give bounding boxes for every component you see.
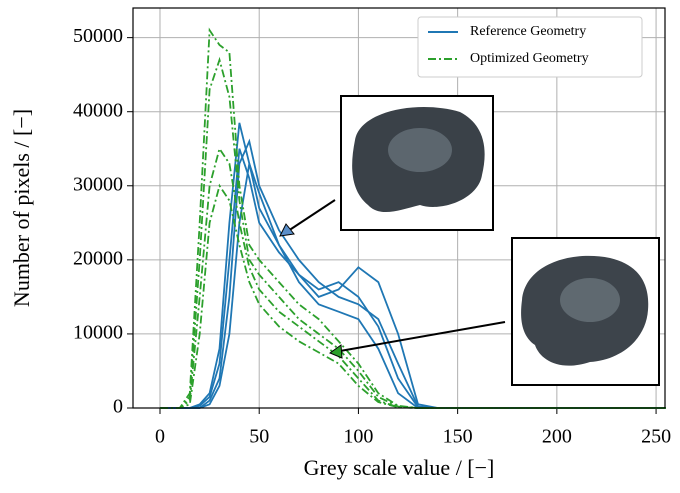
arrow (288, 200, 335, 231)
y-axis-label: Number of pixels / [−] (9, 109, 34, 307)
x-tick-label: 200 (542, 426, 572, 448)
y-tick-label: 30000 (73, 173, 123, 195)
inset-top (280, 96, 493, 236)
legend-label: Optimized Geometry (470, 51, 589, 66)
y-tick-label: 50000 (73, 25, 123, 47)
y-tick-label: 20000 (73, 247, 123, 269)
x-tick-label: 100 (343, 426, 373, 448)
x-tick-label: 0 (155, 426, 165, 448)
y-tick-label: 40000 (73, 99, 123, 121)
x-tick-label: 50 (249, 426, 269, 448)
x-tick-label: 250 (641, 426, 671, 448)
arrow (340, 322, 505, 351)
arrow-head (280, 224, 294, 236)
sample-ring (560, 278, 620, 322)
y-tick-label: 10000 (73, 322, 123, 344)
y-tick-label: 0 (113, 396, 123, 418)
x-tick-label: 150 (443, 426, 473, 448)
chart: 0 50 100 150 200 250 0 10000 20000 30000 40000 5000… (0, 0, 680, 488)
x-axis-label: Grey scale value / [−] (304, 455, 495, 480)
sample-ring (388, 128, 452, 172)
legend: Reference Geometry Optimized Geometry (418, 17, 642, 77)
legend-label: Reference Geometry (470, 24, 586, 39)
